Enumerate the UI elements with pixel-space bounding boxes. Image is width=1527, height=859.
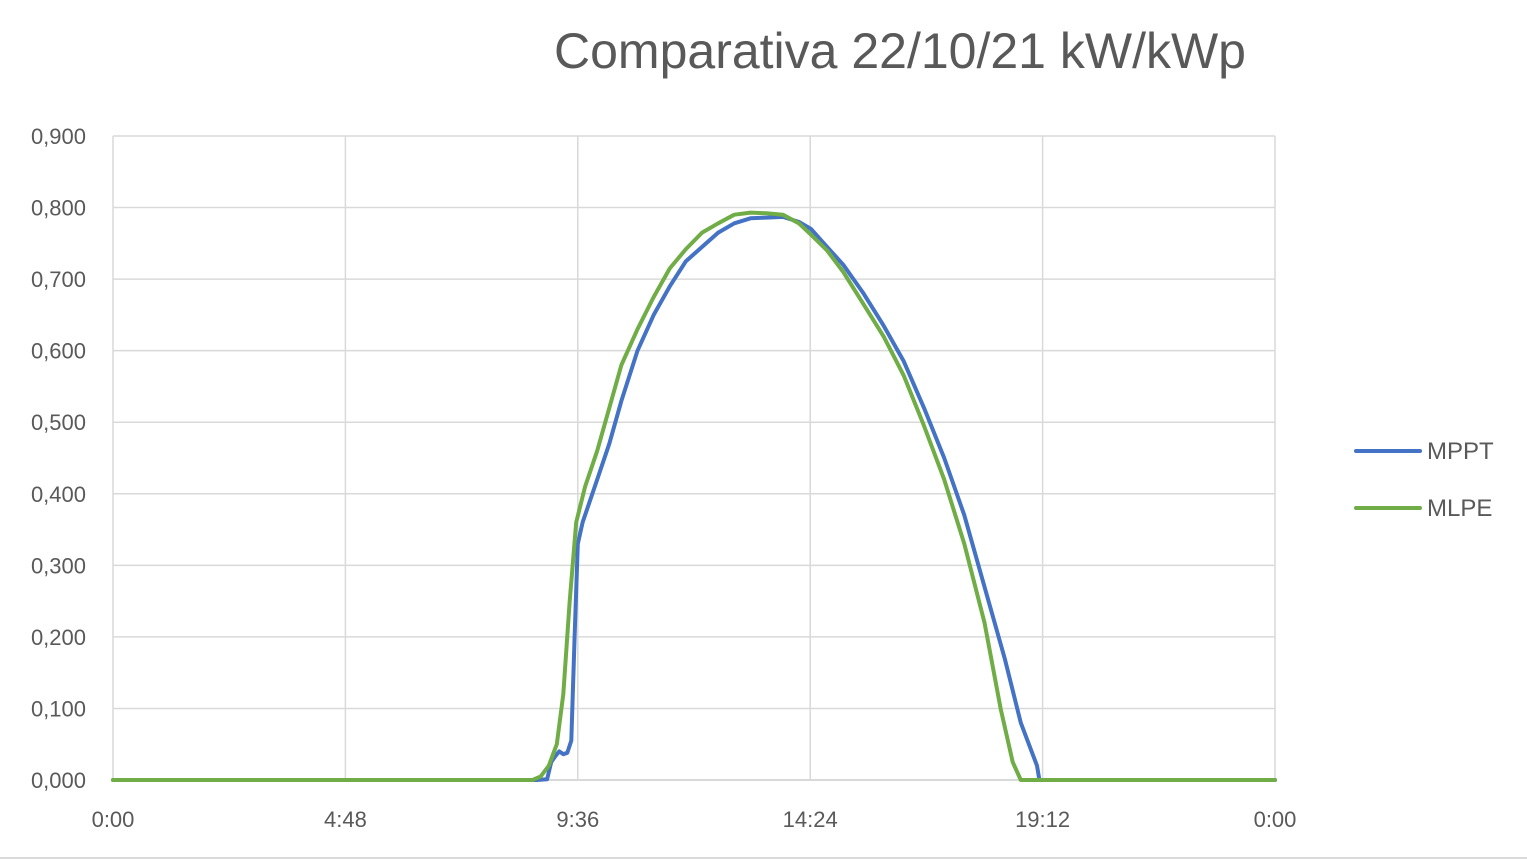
series-line-mlpe xyxy=(111,210,1277,782)
y-tick-label: 0,600 xyxy=(31,339,86,364)
series-line-mppt xyxy=(111,214,1277,782)
y-axis-ticks: 0,000 0,100 0,200 0,300 0,400 0,500 0,600 0,700… xyxy=(31,124,86,793)
x-tick-label: 4:48 xyxy=(324,807,367,832)
x-axis-ticks: 0:00 4:48 9:36 14:24 19:12 0:00 xyxy=(92,807,1297,832)
y-tick-label: 0,900 xyxy=(31,124,86,149)
y-tick-label: 0,500 xyxy=(31,410,86,435)
x-tick-label: 14:24 xyxy=(783,807,838,832)
y-tick-label: 0,100 xyxy=(31,696,86,721)
legend-label-mppt: MPPT xyxy=(1427,438,1494,465)
chart-title: Comparativa 22/10/21 kW/kWp xyxy=(554,23,1246,79)
y-tick-label: 0,800 xyxy=(31,196,86,221)
y-tick-label: 0,000 xyxy=(31,768,86,793)
x-tick-label: 0:00 xyxy=(92,807,135,832)
legend: MPPT MLPE xyxy=(1354,438,1494,522)
y-tick-label: 0,700 xyxy=(31,267,86,292)
y-tick-label: 0,400 xyxy=(31,482,86,507)
x-tick-label: 19:12 xyxy=(1015,807,1070,832)
gridlines xyxy=(112,135,1276,781)
y-tick-label: 0,200 xyxy=(31,625,86,650)
bottom-divider xyxy=(0,857,1527,859)
x-tick-label: 9:36 xyxy=(556,807,599,832)
x-tick-label: 0:00 xyxy=(1254,807,1297,832)
series-lines xyxy=(111,210,1277,782)
y-tick-label: 0,300 xyxy=(31,553,86,578)
legend-label-mlpe: MLPE xyxy=(1427,495,1492,522)
